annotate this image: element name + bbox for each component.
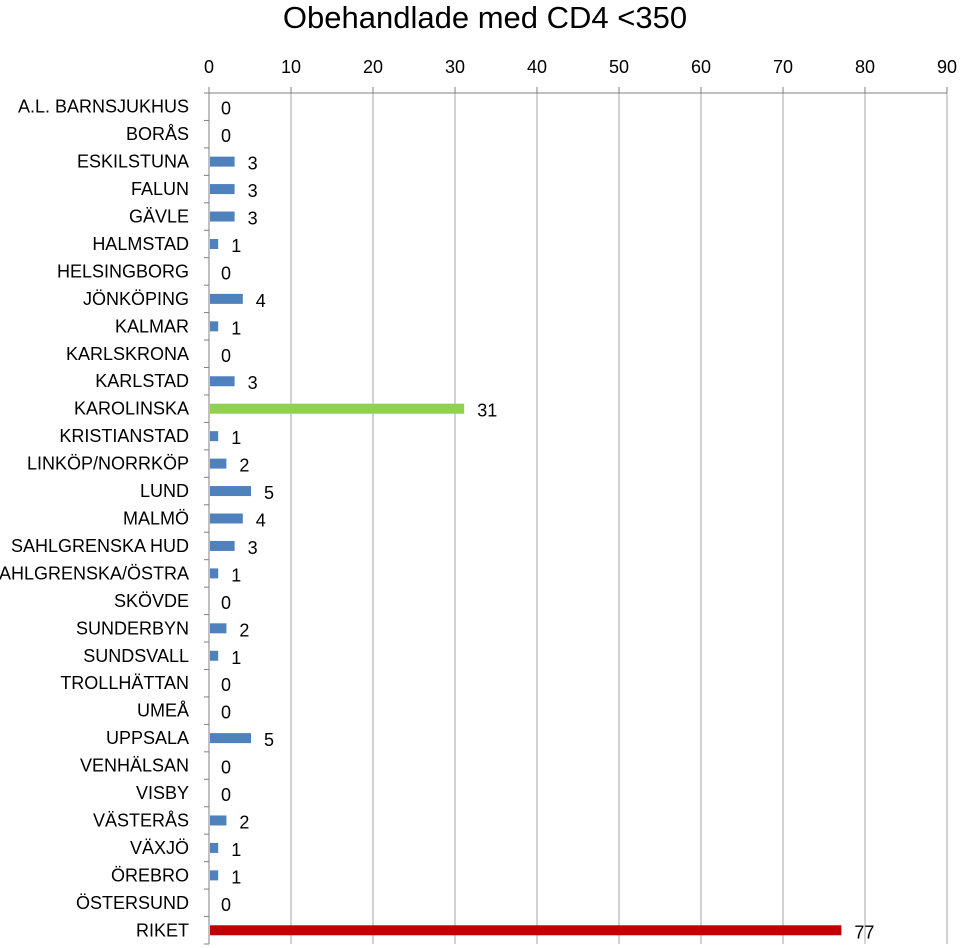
data-label: 3: [248, 538, 258, 558]
bar: [210, 293, 243, 304]
data-label: 1: [231, 565, 241, 585]
bar: [210, 733, 251, 744]
bar: [210, 842, 219, 853]
category-label: KAROLINSKA: [74, 399, 189, 419]
bar: [210, 650, 219, 661]
x-tick-label: 40: [527, 57, 547, 77]
data-label: 0: [221, 895, 231, 915]
category-label: ÖREBRO: [111, 865, 189, 885]
bar: [210, 156, 235, 167]
category-label: LINKÖP/NORRKÖP: [27, 454, 189, 474]
data-label: 3: [248, 209, 258, 229]
category-label: SKÖVDE: [114, 591, 189, 611]
bar: [210, 623, 227, 634]
category-label: JÖNKÖPING: [83, 289, 189, 309]
bar: [210, 376, 235, 387]
bar: [210, 184, 235, 195]
category-label: UMEÅ: [137, 701, 189, 721]
x-tick-label: 0: [204, 57, 214, 77]
category-label: SUNDSVALL: [83, 646, 189, 666]
category-label: TROLLHÄTTAN: [60, 673, 189, 693]
data-label: 0: [221, 263, 231, 283]
data-label: 0: [221, 703, 231, 723]
data-label: 5: [264, 483, 274, 503]
data-label: 2: [239, 456, 249, 476]
category-label: RIKET: [136, 920, 189, 940]
data-label: 4: [256, 511, 266, 531]
category-label: GÄVLE: [129, 207, 189, 227]
data-label: 1: [231, 867, 241, 887]
bar: [210, 211, 235, 222]
category-label: HELSINGBORG: [57, 261, 189, 281]
category-label: A.L. BARNSJUKHUS: [18, 97, 189, 117]
bar: [210, 925, 842, 936]
bar: [210, 568, 219, 579]
data-label: 0: [221, 126, 231, 146]
bar: [210, 815, 227, 826]
data-label: 0: [221, 593, 231, 613]
bar: [210, 513, 243, 524]
bar: [210, 540, 235, 551]
data-label: 3: [248, 181, 258, 201]
data-label: 2: [239, 620, 249, 640]
data-label: 3: [248, 373, 258, 393]
category-label: SAHLGRENSKA/ÖSTRA: [0, 563, 189, 583]
category-label: KARLSKRONA: [66, 344, 189, 364]
category-label: SAHLGRENSKA HUD: [11, 536, 189, 556]
bar: [210, 458, 227, 469]
category-label: VÄSTERÅS: [93, 810, 189, 830]
category-label: LUND: [140, 481, 189, 501]
x-tick-label: 50: [609, 57, 629, 77]
data-label: 3: [248, 154, 258, 174]
category-label: UPPSALA: [106, 728, 189, 748]
data-label: 77: [854, 922, 874, 942]
category-label: VENHÄLSAN: [80, 756, 189, 776]
data-label: 1: [231, 236, 241, 256]
data-label: 0: [221, 99, 231, 119]
data-label: 4: [256, 291, 266, 311]
data-label: 0: [221, 785, 231, 805]
category-label: SUNDERBYN: [76, 618, 189, 638]
data-label: 1: [231, 648, 241, 668]
x-tick-label: 10: [281, 57, 301, 77]
category-label: MALMÖ: [123, 509, 189, 529]
data-label: 0: [221, 758, 231, 778]
data-label: 1: [231, 840, 241, 860]
category-label: BORÅS: [126, 124, 189, 144]
data-label: 0: [221, 675, 231, 695]
bar: [210, 238, 219, 249]
x-tick-label: 90: [937, 57, 957, 77]
data-label: 0: [221, 346, 231, 366]
bar: [210, 403, 465, 414]
data-label: 31: [477, 401, 497, 421]
bar: [210, 321, 219, 332]
category-label: FALUN: [131, 179, 189, 199]
x-tick-label: 30: [445, 57, 465, 77]
bar: [210, 431, 219, 442]
data-label: 1: [231, 318, 241, 338]
data-label: 2: [239, 812, 249, 832]
category-label: KALMAR: [115, 316, 189, 336]
category-label: VISBY: [136, 783, 189, 803]
chart-title: Obehandlade med CD4 <350: [282, 0, 688, 35]
category-label: KARLSTAD: [95, 371, 189, 391]
category-label: VÄXJÖ: [130, 838, 189, 858]
x-tick-label: 70: [773, 57, 793, 77]
data-label: 5: [264, 730, 274, 750]
category-label: KRISTIANSTAD: [59, 426, 189, 446]
x-tick-label: 60: [691, 57, 711, 77]
category-label: ÖSTERSUND: [76, 893, 189, 913]
category-label: ESKILSTUNA: [77, 152, 189, 172]
bar: [210, 486, 251, 497]
bar: [210, 870, 219, 881]
category-label: HALMSTAD: [92, 234, 189, 254]
x-tick-label: 20: [363, 57, 383, 77]
data-label: 1: [231, 428, 241, 448]
x-tick-label: 80: [855, 57, 875, 77]
